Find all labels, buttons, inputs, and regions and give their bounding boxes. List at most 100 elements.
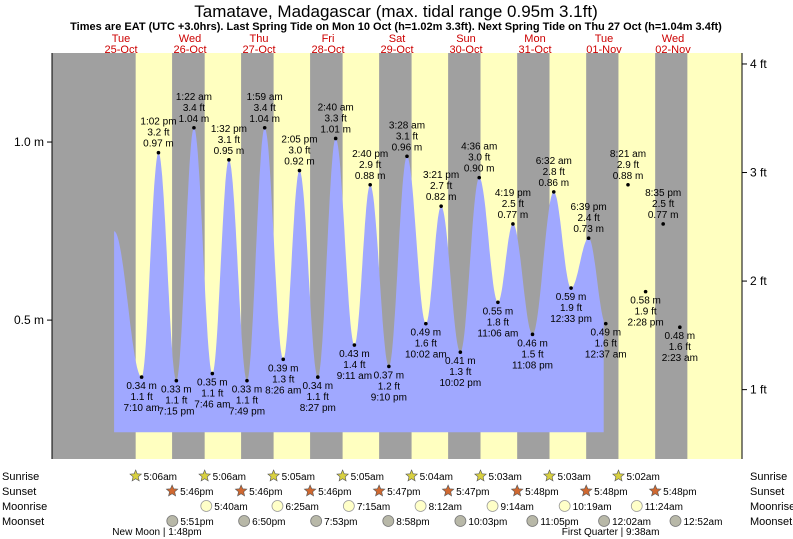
sunset-time: 5:47pm	[456, 487, 489, 498]
high-tide-feet: 2.4 ft	[577, 213, 599, 224]
low-tide-point	[678, 325, 682, 330]
low-tide-meters: 0.34 m	[126, 381, 157, 392]
day-date-label: 31-Oct	[518, 44, 551, 56]
low-tide-meters: 0.49 m	[590, 328, 621, 339]
day-date-label: 02-Nov	[655, 44, 691, 56]
high-tide-time: 3:21 pm	[423, 170, 459, 181]
high-tide-feet: 3.1 ft	[218, 135, 240, 146]
low-tide-feet: 1.5 ft	[521, 349, 543, 360]
high-tide-time: 1:32 pm	[211, 124, 247, 135]
sunrise-time: 5:03am	[558, 472, 591, 483]
low-tide-meters: 0.59 m	[556, 292, 587, 303]
low-tide-point	[569, 286, 573, 290]
moonset-icon	[669, 515, 682, 527]
moonset-icon	[166, 515, 179, 527]
high-tide-point	[586, 236, 591, 240]
high-tide-meters: 0.95 m	[214, 146, 245, 157]
low-tide-feet: 1.9 ft	[634, 307, 656, 318]
day-name-label: Mon	[524, 33, 545, 45]
low-tide-meters: 0.46 m	[517, 338, 548, 349]
chart-subtitle: Times are EAT (UTC +3.0hrs). Last Spring…	[70, 21, 722, 33]
low-tide-point	[281, 357, 286, 362]
low-tide-point	[496, 300, 500, 305]
moonset-time: 10:03pm	[468, 517, 507, 528]
right-axis-label: 3 ft	[750, 166, 767, 180]
high-tide-feet: 3.4 ft	[183, 103, 205, 114]
high-tide-feet: 3.2 ft	[147, 128, 169, 139]
high-tide-meters: 0.88 m	[355, 171, 386, 182]
moonset-time: 8:58pm	[396, 517, 429, 528]
left-axis-label: 1.0 m	[14, 135, 44, 149]
low-tide-meters: 0.39 m	[268, 363, 299, 374]
high-tide-feet: 3.4 ft	[254, 103, 276, 114]
day-date-label: 01-Nov	[586, 44, 622, 56]
moonset-icon	[310, 515, 323, 527]
day-date-label: 27-Oct	[242, 44, 275, 56]
high-tide-point	[156, 150, 161, 155]
high-tide-meters: 1.01 m	[320, 124, 351, 135]
low-tide-meters: 0.48 m	[665, 331, 696, 342]
low-tide-time: 8:27 pm	[300, 403, 336, 414]
day-name-label: Wed	[662, 33, 684, 45]
high-tide-meters: 0.82 m	[426, 192, 457, 203]
low-tide-feet: 1.6 ft	[669, 342, 691, 353]
day-date-label: 28-Oct	[311, 44, 344, 56]
day-name-label: Tue	[112, 33, 131, 45]
low-tide-meters: 0.33 m	[232, 385, 263, 396]
tide-curve	[114, 127, 604, 433]
low-tide-feet: 1.1 ft	[130, 392, 152, 403]
low-tide-meters: 0.37 m	[374, 370, 405, 381]
high-tide-time: 8:35 pm	[645, 188, 681, 199]
moonrise-time: 7:15am	[357, 502, 390, 513]
axes: 0.5 m 1.0 m 1 ft 2 ft 3 ft 4 ft	[14, 53, 767, 459]
sunset-time: 5:48pm	[525, 487, 558, 498]
moonrise-icon	[200, 500, 213, 512]
sunrise-time: 5:05am	[282, 472, 315, 483]
day-date-label: 25-Oct	[104, 44, 137, 56]
high-tide-meters: 0.92 m	[284, 157, 315, 168]
high-tide-point	[511, 222, 515, 226]
high-tide-time: 4:36 am	[461, 142, 497, 153]
low-tide-time: 7:15 pm	[158, 407, 194, 418]
high-tide-point	[192, 125, 196, 130]
low-tide-point	[245, 378, 249, 383]
sunrise-time: 5:05am	[351, 472, 384, 483]
sunrise-icon	[267, 469, 281, 482]
high-tide-time: 1:59 am	[247, 92, 283, 103]
low-tide-time: 8:26 am	[265, 385, 301, 396]
right-axis-label: 4 ft	[750, 57, 767, 71]
row-label-left-sunrise: Sunrise	[2, 471, 39, 483]
moonset-time: 5:51pm	[180, 517, 213, 528]
moonset-time: 7:53pm	[324, 517, 357, 528]
row-label-right-moonrise: Moonrise	[750, 501, 793, 513]
high-tide-time: 3:28 am	[389, 120, 425, 131]
high-tide-time: 6:39 pm	[571, 202, 607, 213]
sunrise-time: 5:06am	[213, 472, 246, 483]
day-name-label: Wed	[179, 33, 201, 45]
low-tide-point	[458, 350, 463, 354]
low-tide-feet: 1.1 ft	[236, 396, 258, 407]
day-name-label: Sun	[456, 33, 476, 45]
moonset-time: 11:05pm	[540, 517, 578, 528]
high-tide-feet: 3.1 ft	[396, 131, 418, 142]
daylight-band	[618, 53, 656, 459]
row-label-left-sunset: Sunset	[2, 486, 36, 498]
moonrise-time: 6:25am	[285, 502, 318, 513]
sunset-icon	[648, 484, 662, 497]
low-tide-meters: 0.43 m	[339, 349, 370, 360]
moonset-time: 12:02am	[612, 517, 651, 528]
high-tide-feet: 2.9 ft	[359, 160, 381, 171]
moonset-icon	[526, 515, 539, 527]
sunset-time: 5:48pm	[663, 487, 696, 498]
low-tide-feet: 1.4 ft	[343, 360, 365, 371]
sunrise-icon	[198, 469, 212, 482]
low-tide-meters: 0.35 m	[197, 378, 228, 389]
sunrise-time: 5:02am	[626, 472, 659, 483]
moonrise-icon	[271, 500, 284, 512]
high-tide-feet: 2.7 ft	[430, 181, 452, 192]
moonrise-icon	[342, 500, 355, 512]
high-tide-meters: 0.96 m	[392, 142, 423, 153]
sunrise-time: 5:06am	[144, 472, 177, 483]
sunrise-icon	[336, 469, 350, 482]
moonrise-time: 5:40am	[214, 502, 247, 513]
